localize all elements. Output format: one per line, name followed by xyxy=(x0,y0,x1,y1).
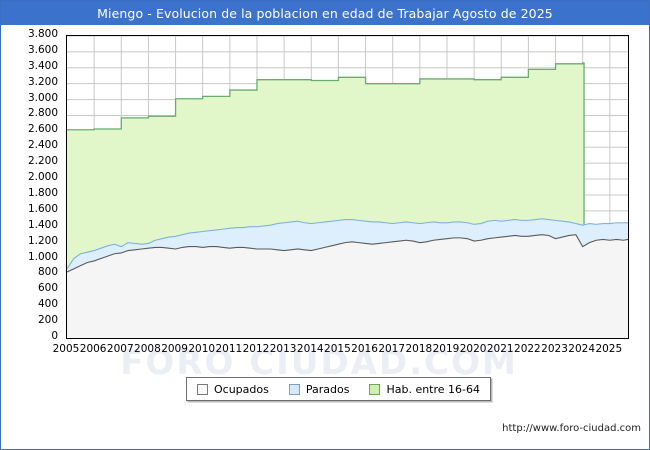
x-axis-tick-label: 2015 xyxy=(324,343,351,355)
y-axis-tick-label: 400 xyxy=(37,298,58,311)
x-axis-tick-label: 2017 xyxy=(378,343,406,355)
x-axis-tick-label: 2025 xyxy=(595,343,623,355)
legend-item[interactable]: Parados xyxy=(288,382,350,396)
legend-swatch-icon xyxy=(288,383,300,395)
x-axis-tick-label: 2016 xyxy=(351,343,378,355)
y-axis-tick-label: 200 xyxy=(37,314,58,327)
x-axis-tick-label: 2022 xyxy=(514,343,541,355)
plot-svg xyxy=(67,36,628,338)
x-axis-tick-label: 2006 xyxy=(79,343,107,355)
chart-legend: Ocupados Parados Hab. entre 16-64 xyxy=(186,377,492,401)
y-axis-tick-label: 1.200 xyxy=(27,234,58,247)
x-axis-tick-label: 2013 xyxy=(269,343,297,355)
y-axis-tick-label: 0 xyxy=(51,330,58,342)
x-axis-tick-label: 2007 xyxy=(106,343,134,355)
x-axis-tick-label: 2018 xyxy=(405,343,433,355)
x-axis-tick-label: 2010 xyxy=(188,343,216,355)
y-axis-tick-label: 3.000 xyxy=(27,91,58,104)
window-title-bar: Miengo - Evolucion de la poblacion en ed… xyxy=(1,1,649,25)
y-axis-tick-label: 3.600 xyxy=(27,43,58,56)
x-axis-tick-label: 2019 xyxy=(432,343,460,355)
y-axis-tick-label: 1.800 xyxy=(27,186,58,199)
y-axis-tick-label: 800 xyxy=(37,266,58,279)
y-axis-tick-label: 2.800 xyxy=(27,107,58,120)
y-axis-tick-label: 1.400 xyxy=(27,218,58,231)
y-axis-tick-label: 2.400 xyxy=(27,139,58,152)
y-axis-tick-label: 3.800 xyxy=(27,28,58,40)
x-axis-tick-label: 2009 xyxy=(161,343,188,355)
legend-label: Ocupados xyxy=(214,382,269,396)
legend-item[interactable]: Hab. entre 16-64 xyxy=(369,383,480,396)
chart-canvas: FORO CIUDAD.COM Ocupados Parados Hab. entr… xyxy=(1,25,649,449)
plot-area xyxy=(66,35,629,339)
y-axis-tick-label: 2.200 xyxy=(27,155,58,168)
y-axis-tick-label: 3.400 xyxy=(27,59,58,72)
x-axis-tick-label: 2021 xyxy=(486,343,514,355)
legend-swatch-icon xyxy=(197,383,208,395)
y-axis-tick-label: 3.200 xyxy=(27,75,58,88)
x-axis-tick-label: 2005 xyxy=(52,343,80,355)
x-axis-tick-label: 2011 xyxy=(215,343,243,355)
x-axis-tick-label: 2014 xyxy=(296,343,324,355)
x-axis-tick-label: 2023 xyxy=(541,343,568,355)
x-axis-tick-label: 2008 xyxy=(134,343,161,355)
x-axis-tick-label: 2020 xyxy=(459,343,487,355)
x-axis-tick-label: 2012 xyxy=(242,343,270,355)
y-axis-tick-label: 2.600 xyxy=(27,123,58,136)
y-axis-tick-label: 1.600 xyxy=(27,202,58,215)
y-axis-tick-label: 600 xyxy=(37,282,58,295)
x-axis-tick-label: 2024 xyxy=(568,343,596,355)
legend-label: Hab. entre 16-64 xyxy=(386,382,481,396)
legend-label: Parados xyxy=(305,382,350,396)
y-axis-tick-label: 2.000 xyxy=(27,171,58,184)
source-url: http://www.foro-ciudad.com xyxy=(502,423,641,434)
legend-item[interactable]: Ocupados xyxy=(197,383,269,396)
page-title: Miengo - Evolucion de la poblacion en ed… xyxy=(97,5,553,21)
y-axis-tick-label: 1.000 xyxy=(27,250,58,263)
legend-swatch-icon xyxy=(369,383,381,395)
